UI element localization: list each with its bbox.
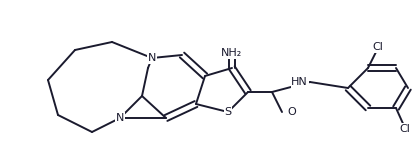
- Text: NH₂: NH₂: [221, 48, 242, 58]
- Text: S: S: [224, 107, 231, 117]
- Text: Cl: Cl: [399, 124, 409, 134]
- Text: N: N: [116, 113, 124, 123]
- Text: Cl: Cl: [372, 42, 382, 52]
- Text: HN: HN: [291, 77, 307, 87]
- Text: O: O: [286, 107, 295, 117]
- Text: N: N: [147, 53, 156, 63]
